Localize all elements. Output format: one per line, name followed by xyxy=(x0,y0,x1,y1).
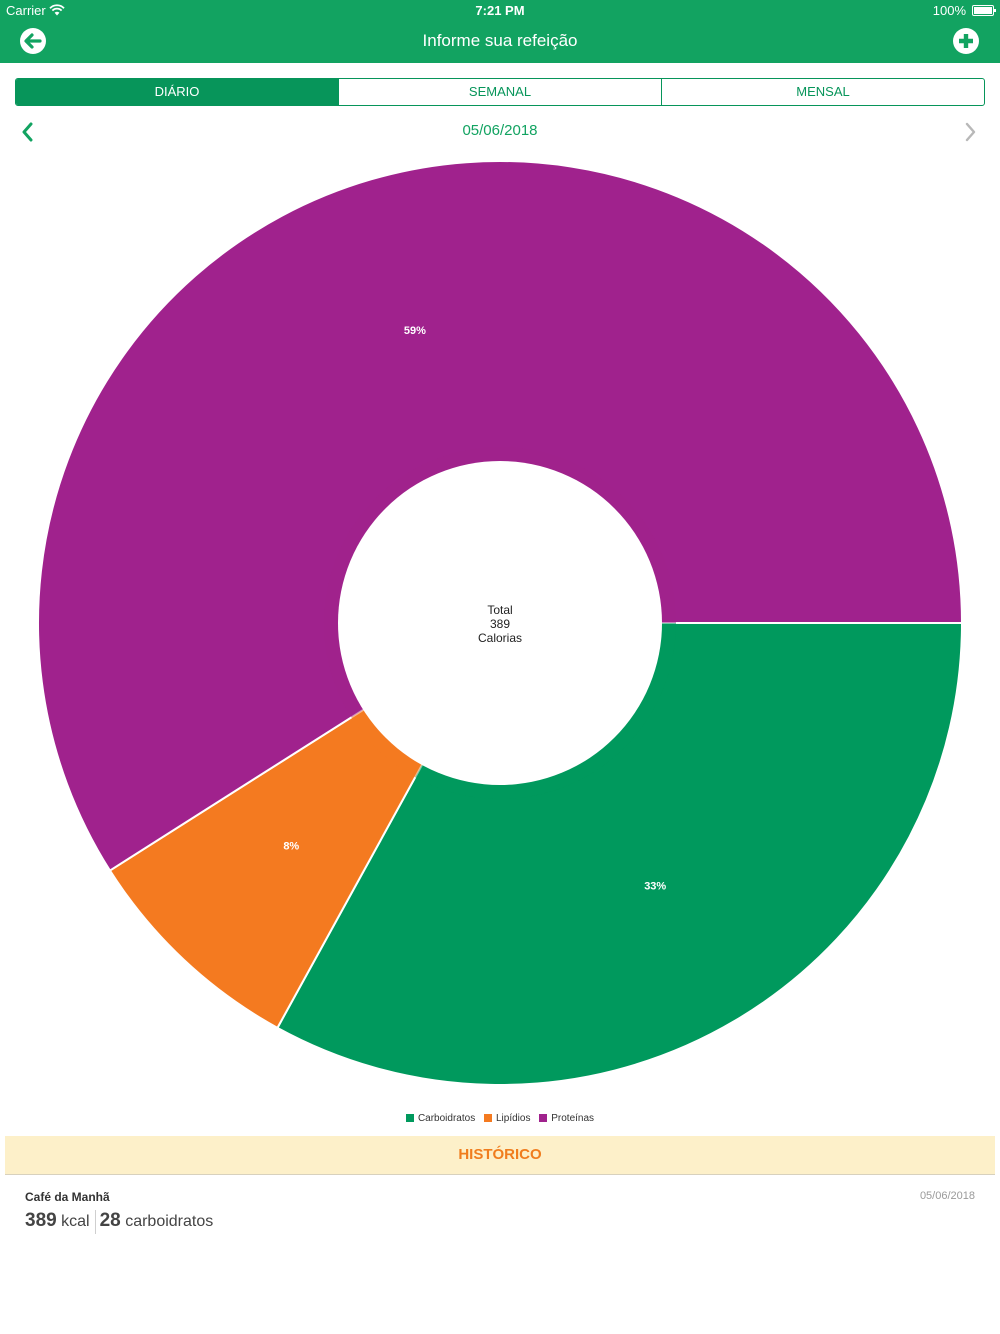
chart-legend: Carboidratos Lipídios Proteínas xyxy=(0,1113,1000,1124)
carbs-value: 28 xyxy=(99,1210,121,1232)
meal-date: 05/06/2018 xyxy=(919,1190,975,1202)
kcal-value: 389 xyxy=(25,1210,57,1232)
list-item[interactable]: Café da Manhã 05/06/2018 389 kcal 28 carb… xyxy=(25,1188,975,1238)
legend-item: Lipídios xyxy=(483,1113,531,1124)
meal-name: Café da Manhã xyxy=(25,1190,110,1204)
slice-percent-label: 8% xyxy=(283,840,299,852)
plus-circle-icon[interactable] xyxy=(952,27,980,55)
wifi-icon xyxy=(49,4,65,16)
carrier-label: Carrier xyxy=(6,3,46,18)
battery-percent: 100% xyxy=(932,3,966,18)
divider xyxy=(94,1210,96,1234)
period-segmented-control: DIÁRIO SEMANAL MENSAL xyxy=(15,78,985,106)
tab-mensal[interactable]: MENSAL xyxy=(796,84,850,99)
tab-diario[interactable]: DIÁRIO xyxy=(16,79,339,105)
status-bar: Carrier 7:21 PM 100% xyxy=(0,0,1000,20)
page-title: Informe sua refeição xyxy=(422,31,578,50)
battery-icon xyxy=(972,5,996,16)
date-navigator: 05/06/2018 xyxy=(0,118,1000,144)
slice-percent-label: 59% xyxy=(404,325,426,337)
center-total-unit: Calorias xyxy=(478,631,522,645)
navigation-bar: Informe sua refeição xyxy=(0,20,1000,63)
chevron-right-icon[interactable] xyxy=(960,120,980,144)
legend-item: Carboidratos xyxy=(405,1113,476,1124)
donut-hole xyxy=(338,461,662,785)
legend-label: Carboidratos xyxy=(417,1113,476,1124)
slice-percent-label: 33% xyxy=(644,880,666,892)
kcal-unit: kcal xyxy=(61,1213,90,1231)
carbs-unit: carboidratos xyxy=(125,1213,214,1231)
macronutrient-donut-chart: 33% 8% 59% Total 389 Calorias xyxy=(37,160,964,1086)
chevron-left-icon[interactable] xyxy=(18,120,38,144)
center-total-value: 389 xyxy=(490,617,510,631)
meal-stats: 389 kcal 28 carboidratos xyxy=(25,1210,213,1234)
current-date: 05/06/2018 xyxy=(462,122,538,139)
clock: 7:21 PM xyxy=(475,3,525,18)
legend-swatch xyxy=(483,1114,492,1122)
legend-swatch xyxy=(539,1114,548,1122)
legend-label: Lipídios xyxy=(495,1113,531,1124)
back-arrow-icon[interactable] xyxy=(19,27,47,55)
history-header: HISTÓRICO xyxy=(5,1136,995,1175)
legend-swatch xyxy=(405,1114,414,1122)
center-total-label: Total xyxy=(487,603,512,617)
legend-label: Proteínas xyxy=(551,1113,595,1124)
legend-item: Proteínas xyxy=(539,1113,594,1124)
tab-semanal[interactable]: SEMANAL xyxy=(339,79,662,105)
